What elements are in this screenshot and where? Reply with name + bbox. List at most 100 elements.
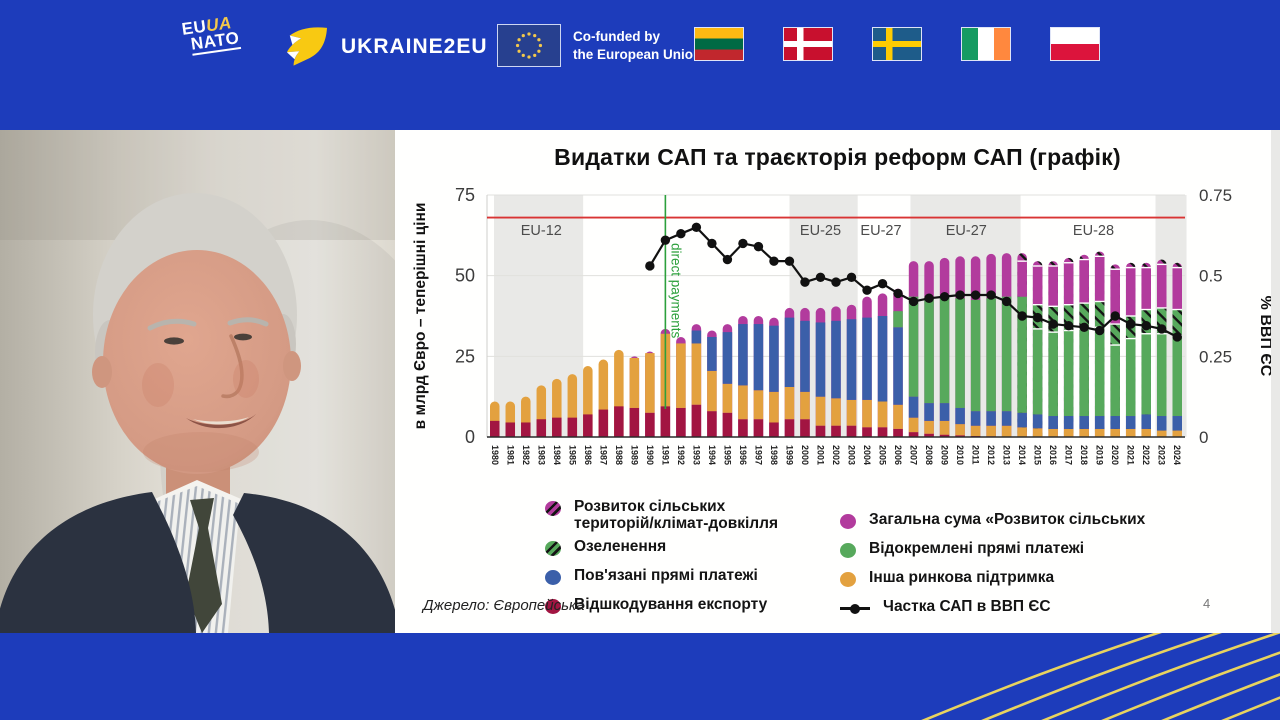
legend-circle-marker: [840, 572, 857, 587]
year-label: 2000: [800, 445, 810, 465]
year-label: 2004: [862, 445, 872, 465]
slide-right-edge: [1271, 130, 1280, 633]
year-label: 2007: [909, 445, 919, 465]
right-axis-label: % ВВП ЄС: [1257, 296, 1274, 377]
year-label: 2017: [1064, 445, 1074, 465]
year-label: 2003: [847, 445, 857, 465]
flag-poland-icon: [1050, 27, 1100, 61]
legend-column-right: Загальна сума «Розвиток сільських Відокре…: [840, 511, 1146, 621]
year-label: 2010: [955, 445, 965, 465]
year-label: 2002: [831, 445, 841, 465]
year-label: 1991: [660, 445, 670, 465]
country-flags: [694, 27, 1100, 61]
legend-item: Частка САП в ВВП ЄС: [840, 598, 1145, 621]
gdp-share-line: [645, 222, 1182, 342]
year-label: 2015: [1033, 445, 1043, 465]
year-label: 2014: [1017, 445, 1027, 465]
page-number: 4: [1203, 596, 1211, 611]
trident-bird-icon: [286, 27, 327, 66]
year-label: 1982: [521, 445, 531, 465]
right-tick: 0.75: [1199, 186, 1232, 205]
legend-hatched-circle-marker: [545, 501, 561, 516]
year-label: 2005: [878, 445, 888, 465]
left-axis-label: в млрд Євро – теперішні ціни: [412, 203, 429, 430]
eu-flag-icon: [497, 24, 561, 67]
left-tick: 75: [455, 185, 475, 205]
footer-yellow-lines: [921, 633, 1280, 720]
legend-circle-marker: [840, 543, 857, 558]
legend-circle-marker: [545, 599, 561, 615]
legend-item: Озеленення: [545, 539, 778, 561]
legend-circle-marker: [545, 570, 561, 586]
ukraine2eu-text: UKRAINE2EU: [341, 35, 488, 58]
legend-column-left: Розвиток сільських територій/клімат-довк…: [545, 498, 779, 621]
flag-ireland-icon: [961, 27, 1011, 61]
left-tick: 25: [455, 346, 475, 366]
year-label: 1987: [598, 445, 608, 465]
year-label: 2018: [1079, 445, 1089, 465]
year-label: 1989: [629, 445, 639, 465]
ukraine2eu-logo: UKRAINE2EU: [283, 26, 488, 68]
year-label: 1996: [738, 445, 748, 465]
year-label: 1998: [769, 445, 779, 465]
flag-lithuania-icon: [694, 27, 744, 61]
year-label: 2023: [1157, 445, 1167, 465]
band-label: EU-27: [860, 223, 901, 239]
year-label: 1997: [753, 445, 763, 465]
year-label: 1999: [784, 445, 794, 465]
cap-chart-svg: EU-12 EU-25 EU-27 EU-27 EU-28 direct payments…: [412, 185, 1274, 465]
cofunded-line1: Co-funded by: [573, 28, 660, 44]
year-label: 1995: [722, 445, 732, 465]
year-label: 2024: [1172, 445, 1182, 465]
right-tick: 0.5: [1199, 267, 1223, 286]
legend-label: Відшкодування експорту: [574, 596, 768, 614]
eu-cofunded-logo: Co-funded by the European Union: [497, 24, 701, 67]
legend-line-dot-marker: [840, 601, 871, 616]
flag-denmark-icon: [783, 27, 833, 61]
chart-legend: Розвиток сільських територій/клімат-довк…: [545, 498, 1146, 621]
bottom-banner: [0, 633, 1280, 720]
top-banner: EUUA NATO UKRAINE2EU Co-funded by: [0, 0, 1280, 130]
nato-text: NATO: [190, 28, 241, 57]
legend-item: Пов'язані прямі платежі: [545, 568, 778, 590]
legend-circle-marker: [840, 514, 857, 529]
year-label: 2008: [924, 445, 934, 465]
year-label: 1990: [645, 445, 655, 465]
source-note: Джерело: Європейська: [423, 597, 585, 614]
year-label: 2020: [1110, 445, 1120, 465]
legend-item: Загальна сума «Розвиток сільських: [840, 511, 1146, 534]
band-label: EU-27: [946, 223, 987, 239]
year-label: 1984: [552, 445, 562, 465]
left-tick: 0: [465, 427, 475, 447]
year-label: 2001: [815, 445, 825, 465]
cap-chart: EU-12 EU-25 EU-27 EU-27 EU-28 direct payments…: [395, 170, 1280, 505]
year-label: 2016: [1048, 445, 1058, 465]
year-label: 1986: [583, 445, 593, 465]
year-label: 1988: [614, 445, 624, 465]
eu-ua-nato-logo: EUUA NATO: [181, 13, 241, 57]
bars-group: [490, 251, 1182, 437]
right-tick: 0.25: [1199, 347, 1232, 366]
band-label: EU-25: [800, 223, 841, 239]
legend-label: Відокремлені прямі платежі: [869, 540, 1085, 557]
slide-title: Видатки САП та траєкторія реформ САП (гр…: [554, 144, 1121, 170]
legend-label: Розвиток сільських територій/клімат-довк…: [574, 498, 779, 532]
legend-label: Інша ринкова підтримка: [869, 569, 1055, 586]
year-label: 2013: [1002, 445, 1012, 465]
year-label: 1983: [536, 445, 546, 465]
right-tick: 0: [1199, 428, 1208, 447]
legend-item: Відшкодування експорту: [545, 597, 778, 619]
year-label: 1981: [505, 445, 515, 465]
year-label: 1985: [567, 445, 577, 465]
year-label: 2022: [1141, 445, 1151, 465]
year-label: 1980: [490, 445, 500, 465]
legend-label: Загальна сума «Розвиток сільських: [869, 511, 1146, 528]
legend-label: Пов'язані прямі платежі: [574, 567, 758, 585]
year-label: 2009: [940, 445, 950, 465]
year-label: 2012: [986, 445, 996, 465]
left-tick: 50: [455, 266, 475, 286]
year-label: 2006: [893, 445, 903, 465]
legend-label: Озеленення: [574, 538, 667, 556]
legend-item: Відокремлені прямі платежі: [840, 540, 1145, 563]
